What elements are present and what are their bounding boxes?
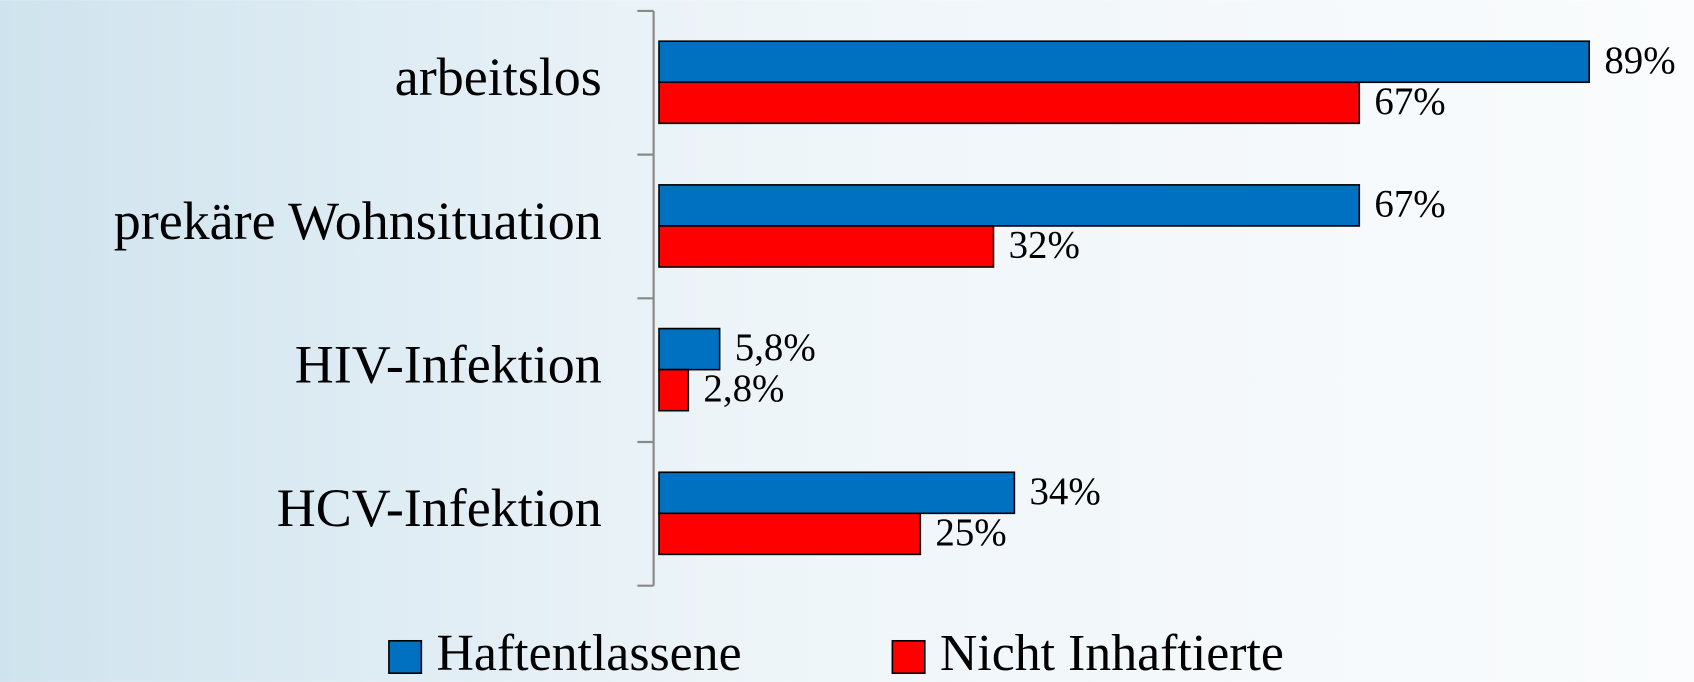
legend-swatch bbox=[891, 639, 926, 675]
value-label: 25% bbox=[935, 511, 1006, 554]
value-label: 2,8% bbox=[703, 367, 784, 410]
category-label: arbeitslos bbox=[395, 47, 602, 107]
legend-label: Haftentlassene bbox=[436, 625, 741, 682]
category-label: prekäre Wohnsituation bbox=[114, 191, 602, 251]
category-label: HCV-Infektion bbox=[277, 478, 602, 538]
bar bbox=[658, 368, 690, 412]
value-label: 34% bbox=[1029, 470, 1100, 513]
value-label: 89% bbox=[1604, 39, 1675, 82]
value-label: 32% bbox=[1009, 224, 1080, 267]
bar bbox=[658, 225, 995, 268]
bar bbox=[658, 512, 922, 556]
legend-swatch bbox=[388, 639, 423, 675]
bar bbox=[658, 81, 1361, 125]
legend-label: Nicht Inhaftierte bbox=[940, 625, 1284, 682]
value-label: 67% bbox=[1374, 80, 1445, 123]
category-label: HIV-Infektion bbox=[295, 335, 602, 395]
value-label: 67% bbox=[1374, 182, 1445, 225]
bar bbox=[658, 327, 721, 371]
bar bbox=[658, 471, 1016, 515]
bar bbox=[658, 40, 1591, 84]
value-label: 5,8% bbox=[735, 326, 816, 369]
bar bbox=[658, 184, 1361, 227]
